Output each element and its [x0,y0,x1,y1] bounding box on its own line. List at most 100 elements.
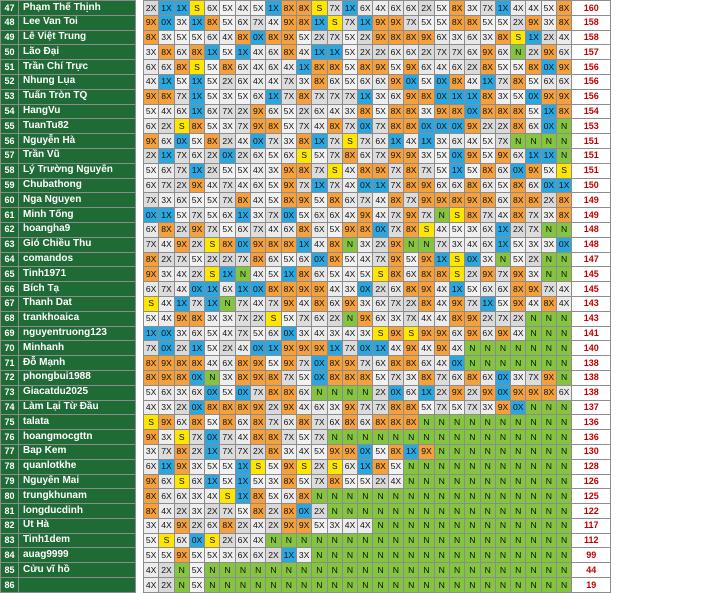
result-cell: N [448,488,466,505]
rank-cell: 51 [0,59,19,75]
result-cell: N [479,443,496,460]
result-cell: 7X [464,399,481,416]
result-cell: 5X [219,44,236,61]
spacer-cell [135,178,144,193]
result-cell: 9X [387,325,405,342]
result-cell: 7X [173,251,190,268]
result-cell: 5X [250,473,267,490]
result-cell: N [387,532,405,549]
result-cell: 3X [142,44,160,61]
result-cell: 1X [479,295,496,312]
result-cell: N [479,355,496,371]
result-cell: 8X [418,88,435,105]
result-cell: 2X [372,236,389,253]
result-cell: 1X [357,14,374,31]
result-cell: 9X [173,547,190,564]
result-cell: 2X [188,517,206,534]
result-cell: N [448,414,466,431]
result-cell: 1X [540,147,558,164]
result-cell: 5X [433,147,450,164]
result-cell: 5X [280,310,297,327]
result-cell: 3X [479,399,496,416]
result-cell: 6X [250,547,267,564]
result-cell: 8X [250,503,267,519]
result-cell: 0X [204,384,221,401]
table-row: 80 trungkhunam 8X 6X 6X 3X 4X S 1X 8X 5X 6X 8X N N N N N N… [0,488,612,505]
rank-cell: 84 [0,547,19,564]
result-cell: 5X [265,177,282,194]
player-name-cell: Tinh1dem [18,532,136,549]
result-cell: 4X [158,517,175,534]
player-name-cell: trankhoaica [18,310,136,327]
points-cell: 138 [571,369,612,386]
result-cell: N [219,577,236,593]
result-cell: 7X [326,88,343,105]
result-cell: 8X [448,0,466,16]
result-cell: 8X [280,281,297,297]
result-cell: 1X [326,44,343,61]
result-cell: 3X [158,266,175,283]
result-cell: 7X [311,414,328,431]
result-cell: 0X [188,532,206,549]
result-cell: 1X [326,340,343,357]
result-cell: 5X [204,73,221,90]
spacer-cell [135,59,144,75]
result-cell: 9X [280,14,297,31]
result-cell: 0X [158,325,175,342]
result-cell: 2X [510,221,527,238]
table-row: 68 trankhoaica 5X 4X 9X 8X 3X 3X 7X 2X S 5X 7X 6X 2X N 9… [0,310,612,327]
result-cell: N [494,577,512,593]
result-cell: 8X [295,414,313,431]
result-cell: 0X [510,162,527,179]
result-cell: 8X [403,221,420,238]
spacer-cell [135,518,144,534]
result-cell: 0X [418,118,435,135]
result-cell: N [494,458,512,475]
result-cell: 4X [234,133,252,149]
result-cell: 9X [403,340,420,357]
result-cell: N [494,443,512,460]
result-cell: N [372,503,389,519]
result-cell: 3X [357,236,374,253]
result-cell: 8X [387,192,405,209]
result-cell: 8X [540,384,558,401]
result-cell: N [448,503,466,519]
result-cell: N [403,458,420,475]
player-name-cell: phongbui1988 [18,369,136,386]
result-cell: 0X [250,340,267,357]
result-cell: N [494,473,512,490]
result-cell: N [510,458,527,475]
result-cell: 2X [219,251,236,268]
result-cell: 2X [540,29,558,46]
result-cell: 5X [142,103,160,120]
result-cell: 0X [250,29,267,46]
result-cell: N [464,429,481,445]
result-cell: 5X [188,251,206,268]
result-cell: 6X [188,147,206,164]
result-cell: 9X [250,355,267,371]
result-cell: 8X [387,118,405,135]
result-cell: 0X [280,325,297,342]
table-row: 75 talata S 9X 6X 8X 5X 8X 6X 8X 7X 6X 8X 7X 6X 8X 6X 8X 8… [0,414,612,431]
result-cell: 4X [341,517,359,534]
result-cell: 7X [158,443,175,460]
result-cell: N [403,488,420,505]
result-cell: N [403,562,420,579]
result-cell: N [357,532,374,549]
player-name-cell: Trần Chí Trực [18,59,136,75]
result-cell: 2X [173,503,190,519]
result-cell: N [540,577,558,593]
result-cell: 5X [188,192,206,209]
rank-cell: 72 [0,369,19,386]
result-cell: 1X [173,0,190,16]
result-cell: 3X [387,310,405,327]
rank-cell: 79 [0,473,19,490]
result-cell: N [357,488,374,505]
result-cell: N [204,577,221,593]
result-cell: 0X [525,88,542,105]
result-cell: S [142,414,160,431]
result-cell: 7X [158,177,175,194]
result-cell: 8X [510,192,527,209]
result-cell: 7X [280,369,297,386]
result-cell: 6X [265,325,282,342]
